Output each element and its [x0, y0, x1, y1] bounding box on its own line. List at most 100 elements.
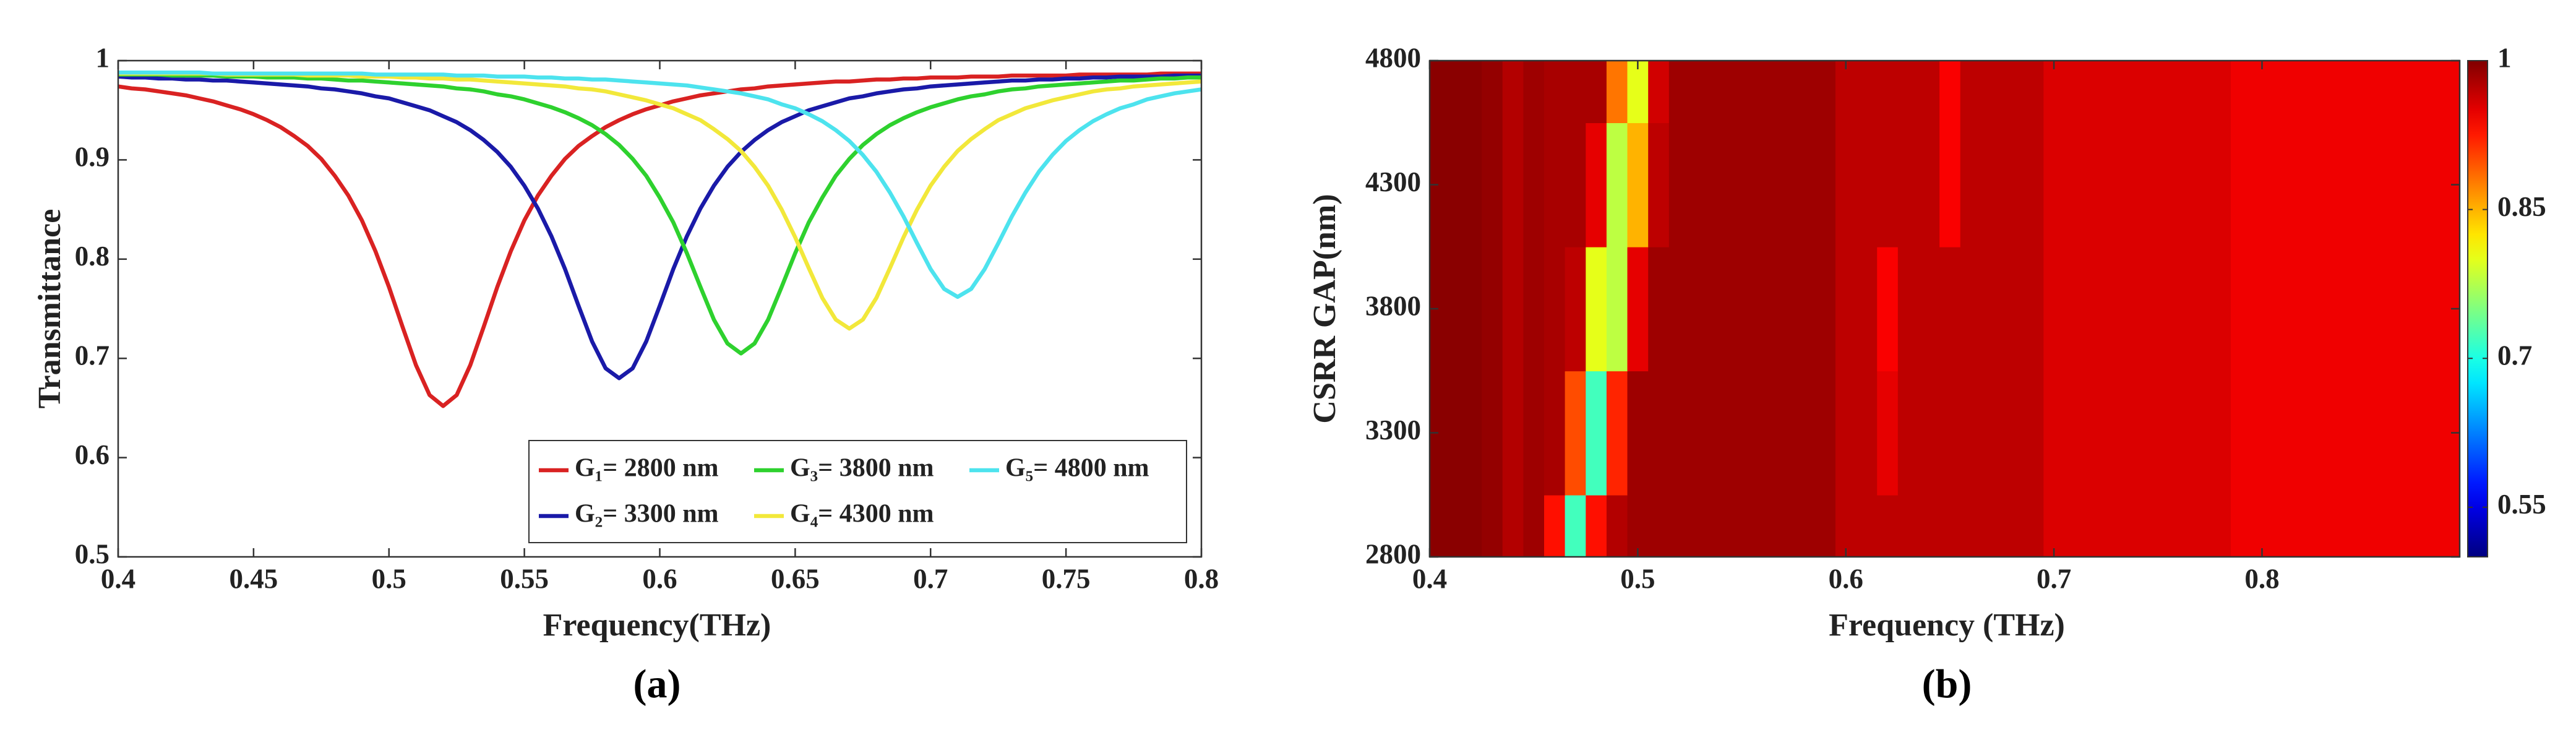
heatmap-cell — [2272, 246, 2294, 372]
x-axis-label: Frequency (THz) — [1829, 608, 2065, 643]
heatmap-cell — [2397, 371, 2419, 496]
heatmap-cell — [1689, 494, 1711, 557]
heatmap-cell — [2272, 123, 2294, 247]
heatmap-cell — [2251, 371, 2273, 496]
heatmap-cell — [1461, 123, 1482, 247]
heatmap-cell — [1606, 371, 1628, 496]
heatmap-cell — [1731, 494, 1753, 557]
heatmap-cell — [1773, 123, 1795, 247]
y-tick-label: 4800 — [1365, 42, 1421, 73]
heatmap-cell — [2043, 123, 2065, 247]
heatmap-cell — [1586, 246, 1607, 372]
heatmap-cell — [1918, 371, 1940, 496]
heatmap-cell — [1482, 61, 1503, 124]
heatmap-cell — [2376, 371, 2398, 496]
heatmap-cell — [1981, 61, 2003, 124]
heatmap-cell — [2231, 246, 2252, 372]
heatmap-cell — [2231, 61, 2252, 124]
heatmap-cell — [2314, 371, 2335, 496]
heatmap-cell — [2189, 494, 2211, 557]
legend: G₁= 2800 nm G₂= 3300 nm G₃= 3800 nm G₄= 430… — [528, 440, 1187, 543]
heatmap-cell — [1523, 494, 1545, 557]
heatmap-cell — [1482, 123, 1503, 247]
heatmap-cell — [2335, 371, 2356, 496]
heatmap-cell — [2147, 246, 2169, 372]
heatmap-cell — [1814, 123, 1836, 247]
x-tick-label: 0.65 — [771, 563, 820, 594]
heatmap-cell — [2189, 123, 2211, 247]
heatmap-cell — [2147, 494, 2169, 557]
heatmap-cell — [2355, 123, 2377, 247]
heatmap-cell — [2376, 494, 2398, 557]
heatmap-cell — [2251, 494, 2273, 557]
heatmap-cell — [1793, 371, 1815, 496]
heatmap-cell — [2022, 494, 2044, 557]
heatmap-cell — [1856, 494, 1878, 557]
heatmap-cell — [2043, 371, 2065, 496]
heatmap-cell — [1897, 494, 1920, 557]
heatmap-cell — [1773, 371, 1795, 496]
heatmap-cell — [1440, 371, 1462, 496]
heatmap-cell — [2272, 61, 2294, 124]
heatmap-cell — [2376, 61, 2398, 124]
heatmap-cell — [2189, 246, 2211, 372]
heatmap-cell — [1668, 61, 1691, 124]
heatmap-cell — [2022, 246, 2044, 372]
heatmap-cell — [2189, 371, 2211, 496]
heatmap-cell — [1856, 246, 1878, 372]
heatmap-cell — [2251, 61, 2273, 124]
heatmap-cell — [2002, 123, 2024, 247]
x-tick-label: 0.45 — [230, 563, 278, 594]
heatmap-cell — [1565, 123, 1586, 247]
heatmap-cell — [1752, 371, 1774, 496]
heatmap-cell — [1877, 494, 1899, 557]
heatmap-cell — [2314, 61, 2335, 124]
heatmap-cell — [1544, 61, 1566, 124]
heatmap-cell — [1877, 61, 1899, 124]
heatmap-cell — [1752, 61, 1774, 124]
colorbar — [2467, 60, 2488, 557]
heatmap-cell — [1689, 61, 1711, 124]
heatmap-cell — [2106, 61, 2127, 124]
heatmap-cell — [1440, 494, 1462, 557]
heatmap-cell — [1918, 494, 1940, 557]
heatmap-cell — [1440, 61, 1462, 124]
x-tick-label: 0.5 — [372, 563, 406, 594]
heatmap-cell — [1586, 494, 1607, 557]
heatmap-cell — [1856, 61, 1878, 124]
heatmap-cell — [1482, 494, 1503, 557]
heatmap-cell — [1689, 123, 1711, 247]
heatmap-cell — [1773, 494, 1795, 557]
heatmap-cell — [1565, 61, 1586, 124]
y-tick-label: 2800 — [1365, 538, 1421, 569]
heatmap-cell — [2293, 123, 2315, 247]
x-tick-label: 0.4 — [101, 563, 135, 594]
heatmap-cell — [2251, 123, 2273, 247]
x-tick-label: 0.6 — [1829, 563, 1863, 594]
x-tick-label: 0.55 — [500, 563, 549, 594]
y-tick-label: 4300 — [1365, 166, 1421, 197]
heatmap-cell — [1897, 246, 1920, 372]
x-axis-label: Frequency(THz) — [543, 608, 771, 643]
heatmap-cell — [1731, 123, 1753, 247]
heatmap-cell — [1752, 246, 1774, 372]
heatmap-cell — [1835, 61, 1857, 124]
heatmap-cell — [1430, 61, 1441, 124]
heatmap-cell — [1586, 371, 1607, 496]
heatmap-cell — [1648, 494, 1670, 557]
heatmap-cell — [2293, 61, 2315, 124]
heatmap-cell — [2106, 123, 2127, 247]
heatmap-cell — [1711, 123, 1732, 247]
heatmap-cell — [1711, 371, 1732, 496]
heatmap-cell — [1523, 123, 1545, 247]
heatmap-cell — [2002, 371, 2024, 496]
heatmap-cell — [1835, 371, 1857, 496]
heatmap-cell — [2397, 246, 2419, 372]
heatmap-cell — [2168, 61, 2190, 124]
heatmap-cell — [2085, 246, 2106, 372]
heatmap-cell — [2439, 61, 2460, 124]
heatmap-cell — [1440, 246, 1462, 372]
heatmap-cell — [1918, 123, 1940, 247]
heatmap-cell — [1939, 246, 1961, 372]
heatmap-cell — [2418, 123, 2440, 247]
